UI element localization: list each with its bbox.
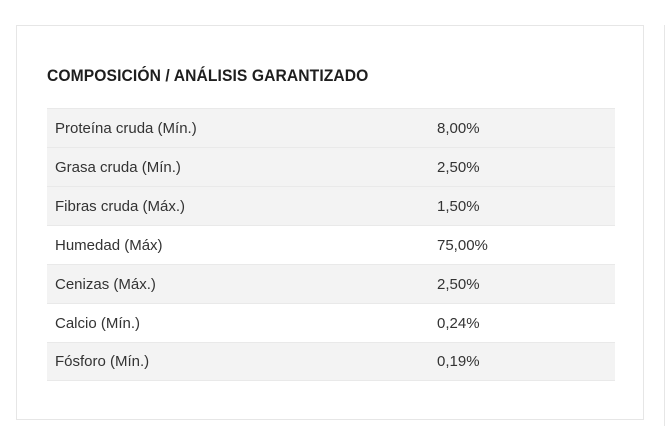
nutrient-name: Cenizas (Máx.) xyxy=(55,275,156,293)
composition-table: Proteína cruda (Mín.) 8,00% Grasa cruda … xyxy=(47,108,615,381)
table-row: Proteína cruda (Mín.) 8,00% xyxy=(47,108,615,147)
table-row: Grasa cruda (Mín.) 2,50% xyxy=(47,147,615,186)
nutrient-name: Fósforo (Mín.) xyxy=(55,353,150,370)
nutrient-value: 8,00% xyxy=(437,119,480,137)
page-divider xyxy=(664,25,665,426)
nutrient-name: Grasa cruda (Mín.) xyxy=(55,158,181,176)
table-row: Cenizas (Máx.) 2,50% xyxy=(47,264,615,303)
nutrient-value: 1,50% xyxy=(437,197,480,215)
nutrient-value: 2,50% xyxy=(437,275,480,293)
nutrient-value: 0,19% xyxy=(437,353,480,370)
nutrient-name: Proteína cruda (Mín.) xyxy=(55,119,197,137)
nutrient-name: Fibras cruda (Máx.) xyxy=(55,197,186,215)
nutrient-name: Calcio (Mín.) xyxy=(55,314,141,332)
nutrient-value: 75,00% xyxy=(437,236,488,254)
table-row: Fibras cruda (Máx.) 1,50% xyxy=(47,186,615,225)
nutrient-name: Humedad (Máx) xyxy=(55,236,163,254)
nutrient-value: 2,50% xyxy=(437,158,480,176)
table-row: Fósforo (Mín.) 0,19% xyxy=(47,342,615,381)
table-row: Calcio (Mín.) 0,24% xyxy=(47,303,615,342)
composition-card: COMPOSICIÓN / ANÁLISIS GARANTIZADO Prote… xyxy=(16,25,644,420)
table-row: Humedad (Máx) 75,00% xyxy=(47,225,615,264)
section-title: COMPOSICIÓN / ANÁLISIS GARANTIZADO xyxy=(47,66,369,85)
nutrient-value: 0,24% xyxy=(437,314,480,332)
